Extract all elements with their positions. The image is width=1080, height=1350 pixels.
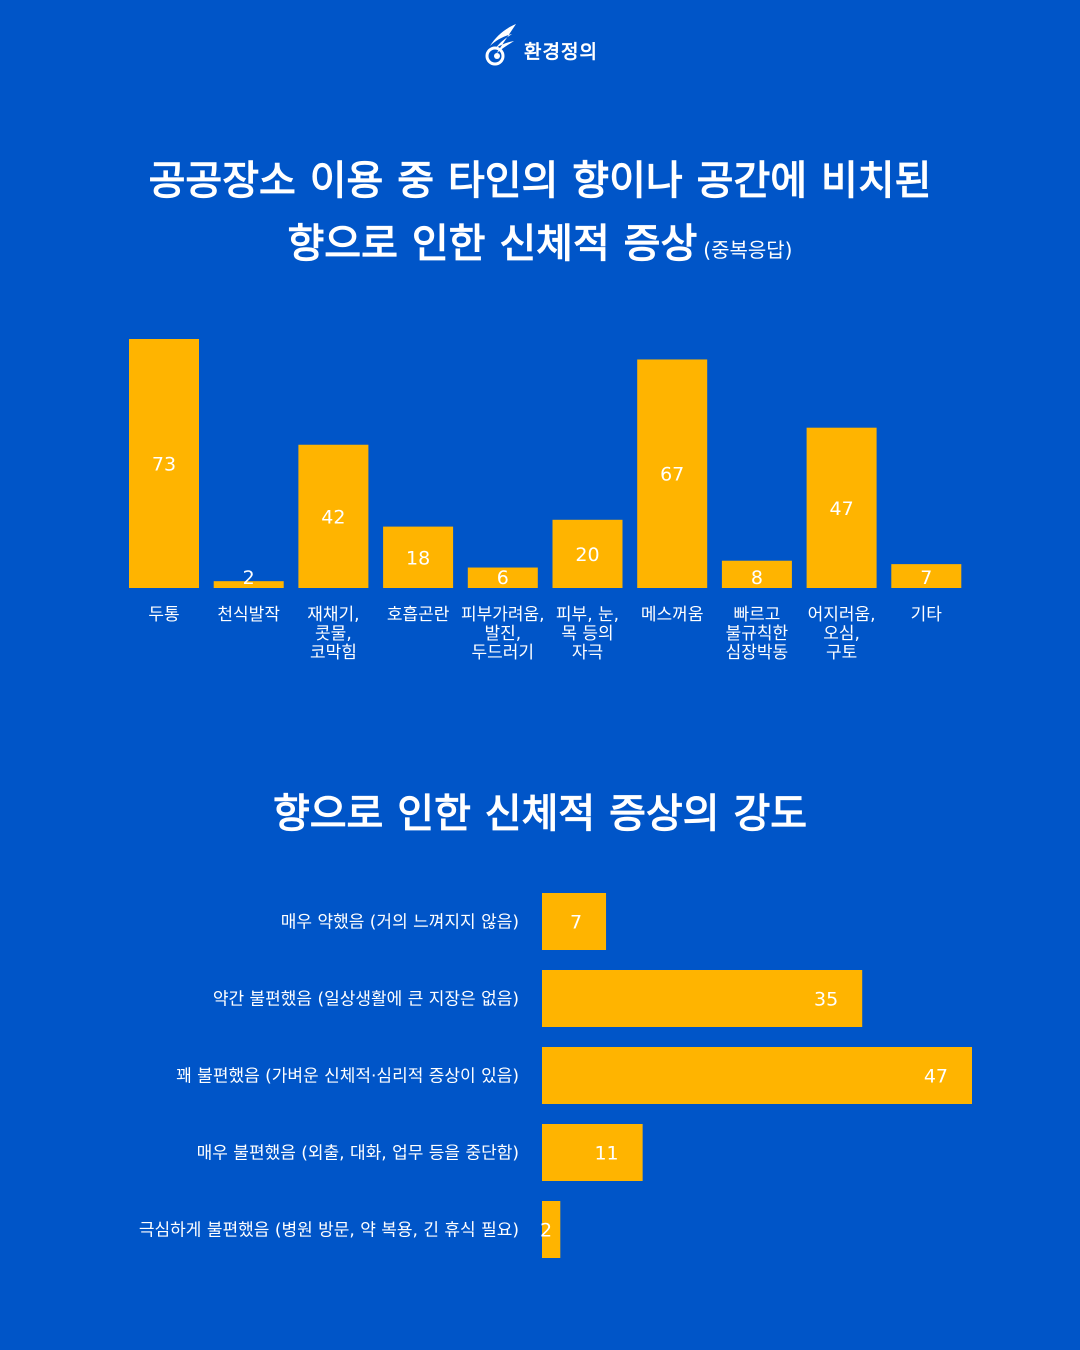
bar-value-label: 35 [814, 989, 838, 1011]
bar [542, 1124, 643, 1181]
x-tick-label: 메스꺼움 [641, 605, 704, 625]
chart1-title-main: 향으로 인한 신체적 증상 [287, 221, 698, 267]
y-tick-label: 꽤 불편했음 (가벼운 신체적·심리적 증상이 있음) [176, 1067, 519, 1087]
bar-value-label: 42 [321, 506, 345, 528]
bar [806, 427, 877, 588]
x-tick-label: 재채기, 콧물, 코막힘 [307, 605, 359, 663]
bar [298, 444, 369, 588]
brand-logo: 환경정의 [0, 22, 1080, 66]
severity-bar-chart: 7 매우 약했음 (거의 느껴지지 않음) 35 약간 불편했음 (일상생활에 큰 지… [139, 893, 972, 1258]
bar-value-label: 7 [570, 912, 582, 934]
bar [542, 1201, 561, 1258]
chart1-title-note: (중복응답) [703, 238, 793, 262]
y-tick-label: 매우 약했음 (거의 느껴지지 않음) [281, 913, 519, 933]
x-tick-label: 호흡곤란 [387, 605, 450, 625]
x-tick-label: 피부, 눈, 목 등의 자극 [556, 605, 619, 663]
x-tick-label: 빠르고 불규칙한 심장박동 [726, 605, 789, 663]
x-tick-label: 두통 [148, 605, 179, 625]
brand-name: 환경정의 [524, 40, 598, 63]
x-tick-label: 천식발작 [217, 605, 280, 625]
chart1-title-line1: 공공장소 이용 중 타인의 향이나 공간에 비치된 [148, 158, 932, 204]
bar [213, 581, 284, 588]
bar-value-label: 47 [830, 498, 854, 520]
bar-value-label: 11 [594, 1143, 618, 1165]
bar-value-label: 2 [540, 1220, 552, 1242]
y-tick-label: 극심하게 불편했음 (병원 방문, 약 복용, 긴 휴식 필요) [139, 1221, 519, 1241]
bar-value-label: 18 [406, 547, 430, 569]
bar [542, 1047, 972, 1104]
bar [542, 893, 607, 950]
bar [637, 359, 708, 588]
bar [542, 970, 863, 1027]
chart1-title-line2: 향으로 인한 신체적 증상 (중복응답) [0, 218, 1080, 276]
bar [383, 526, 454, 588]
bar [891, 564, 962, 588]
bar-value-label: 73 [152, 454, 176, 476]
bar-value-label: 67 [660, 464, 684, 486]
bar-value-label: 8 [751, 567, 763, 589]
x-tick-label: 피부가려움, 발진, 두드러기 [461, 605, 545, 663]
bar-value-label: 20 [575, 544, 599, 566]
y-tick-label: 약간 불편했음 (일상생활에 큰 지장은 없음) [213, 990, 519, 1010]
bar [129, 339, 199, 588]
symptoms-bar-chart: 73 두통 2 천식발작 42 재채기, 콧물, 코막힘 18 호흡곤란 6 피부가려움, 발진, 두드러… [129, 339, 962, 663]
bar-value-label: 7 [920, 567, 932, 589]
y-tick-label: 매우 불편했음 (외출, 대화, 업무 등을 중단함) [197, 1144, 519, 1164]
eagle-logo-icon [485, 24, 517, 66]
x-tick-label: 기타 [911, 605, 943, 625]
bar [467, 567, 538, 588]
bar-value-label: 2 [243, 567, 255, 589]
x-tick-label: 어지러움, 오심, 구토 [808, 605, 876, 663]
bar-value-label: 6 [497, 567, 509, 589]
bar [721, 560, 792, 588]
bar-value-label: 47 [924, 1066, 948, 1088]
bar [552, 519, 623, 588]
chart2-title: 향으로 인한 신체적 증상의 강도 [272, 791, 808, 837]
